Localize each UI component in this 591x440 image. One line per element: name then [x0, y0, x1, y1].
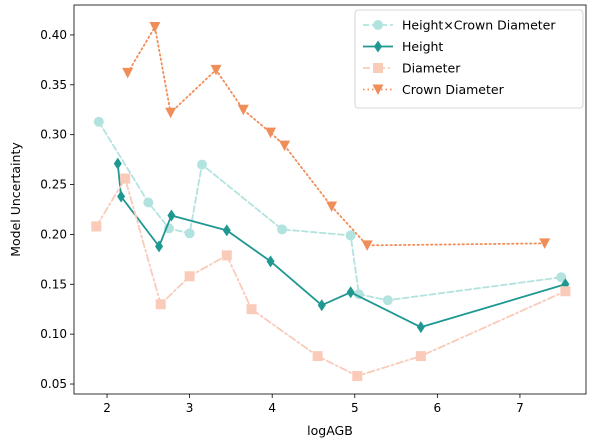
y-tick-label: 0.35	[40, 78, 67, 92]
data-point	[222, 224, 231, 237]
x-tick-label: 3	[186, 401, 194, 415]
data-point	[210, 64, 222, 76]
data-point	[361, 240, 373, 251]
legend-item-height: Height	[363, 39, 443, 54]
legend-marker	[373, 63, 383, 73]
data-point	[184, 228, 195, 239]
data-point	[120, 173, 131, 184]
data-point	[556, 272, 567, 283]
data-point	[122, 67, 134, 79]
y-axis-label: Model Uncertainty	[8, 142, 23, 257]
data-point	[167, 209, 176, 222]
plot-frame	[73, 4, 587, 395]
x-axis: 2 3 4 5 6 7	[103, 394, 524, 415]
data-point	[279, 140, 291, 152]
data-point	[266, 255, 275, 268]
x-tick-label: 7	[516, 401, 524, 415]
data-point	[539, 238, 551, 249]
y-tick-label: 0.25	[40, 178, 67, 192]
series-height-crown-diameter	[93, 116, 567, 306]
legend-box	[354, 9, 584, 109]
data-point	[197, 159, 207, 170]
data-point	[246, 304, 257, 315]
x-tick-label: 4	[268, 401, 276, 415]
y-tick-label: 0.40	[40, 28, 67, 42]
legend-item-crown-diameter: Crown Diameter	[363, 82, 505, 97]
legend-label: Height×Crown Diameter	[402, 18, 556, 33]
data-point	[165, 107, 177, 119]
legend-label: Height	[402, 39, 443, 54]
data-point	[221, 250, 232, 261]
x-tick-label: 6	[434, 401, 442, 415]
data-point	[143, 197, 154, 208]
data-point	[265, 127, 277, 139]
series-height	[113, 157, 570, 334]
y-tick-label: 0.20	[40, 227, 67, 241]
series-line	[97, 120, 563, 302]
data-point	[113, 157, 122, 170]
legend-marker	[372, 84, 384, 95]
data-point	[416, 321, 425, 334]
data-point	[237, 104, 249, 116]
x-axis-label: logAGB	[307, 423, 353, 438]
data-point	[312, 351, 323, 362]
data-point	[155, 240, 164, 253]
data-point	[345, 230, 356, 241]
legend: Height×Crown Diameter Height Diameter Crown…	[354, 9, 584, 109]
data-point	[155, 299, 166, 310]
x-tick-label: 2	[103, 401, 111, 415]
series-line	[126, 26, 546, 247]
y-tick-label: 0.10	[40, 327, 67, 341]
data-point	[91, 221, 102, 232]
data-point	[117, 190, 126, 203]
legend-marker	[374, 40, 382, 53]
series-line	[116, 162, 567, 329]
legend-marker	[373, 20, 383, 30]
data-point	[560, 286, 571, 297]
plot-marks	[91, 21, 571, 382]
legend-item-height-crown-diameter: Height×Crown Diameter	[363, 18, 556, 33]
data-point	[352, 371, 363, 382]
data-point	[149, 21, 161, 33]
data-point	[277, 224, 288, 235]
data-point	[184, 271, 195, 282]
y-tick-label: 0.30	[40, 128, 67, 142]
legend-item-diameter: Diameter	[363, 61, 461, 76]
series-diameter	[91, 173, 571, 382]
legend-label: Diameter	[402, 61, 461, 76]
y-tick-label: 0.15	[40, 277, 67, 291]
legend-label: Crown Diameter	[402, 82, 505, 97]
data-point	[93, 116, 104, 127]
data-point	[317, 299, 326, 312]
data-point	[382, 295, 393, 306]
data-point	[326, 201, 338, 212]
x-tick-label: 5	[351, 401, 359, 415]
data-point	[415, 351, 426, 362]
y-tick-label: 0.05	[40, 377, 67, 391]
y-axis: 0.05 0.10 0.15 0.20 0.25 0.30 0.35 0.40	[40, 28, 74, 391]
data-point	[346, 286, 355, 299]
series-crown-diameter	[122, 21, 551, 251]
series-line	[95, 177, 567, 377]
